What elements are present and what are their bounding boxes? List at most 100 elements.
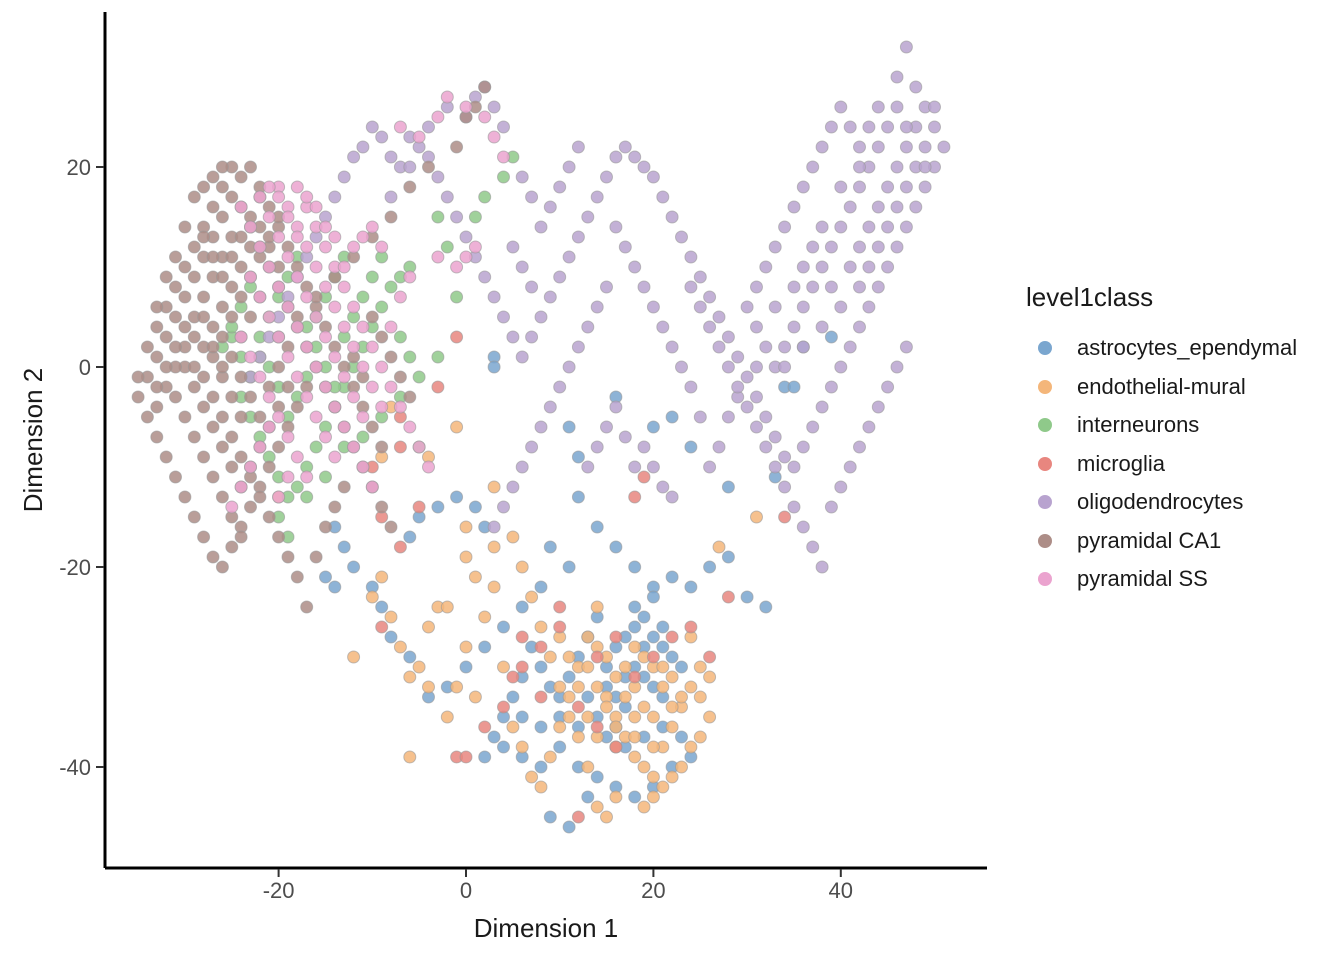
point-oligodendrocytes xyxy=(478,270,492,284)
point-pyramidal-ca1 xyxy=(197,290,211,304)
point-oligodendrocytes xyxy=(909,80,923,94)
point-pyramidal-ss xyxy=(337,370,351,384)
point-endothelial-mural xyxy=(450,420,464,434)
point-astrocytes-ependymal xyxy=(553,740,567,754)
point-endothelial-mural xyxy=(403,750,417,764)
point-interneurons xyxy=(440,240,454,254)
point-pyramidal-ca1 xyxy=(253,490,267,504)
point-oligodendrocytes xyxy=(450,210,464,224)
point-endothelial-mural xyxy=(487,580,501,594)
point-pyramidal-ss xyxy=(300,240,314,254)
point-pyramidal-ss xyxy=(244,220,257,234)
point-pyramidal-ca1 xyxy=(206,200,220,214)
point-pyramidal-ca1 xyxy=(159,270,173,284)
point-pyramidal-ca1 xyxy=(187,330,201,344)
point-pyramidal-ca1 xyxy=(384,210,398,224)
point-oligodendrocytes xyxy=(759,340,773,354)
point-pyramidal-ca1 xyxy=(393,370,407,384)
point-endothelial-mural xyxy=(487,540,501,554)
point-oligodendrocytes xyxy=(703,290,717,304)
point-pyramidal-ca1 xyxy=(272,360,286,374)
point-pyramidal-ss xyxy=(309,260,323,274)
point-oligodendrocytes xyxy=(890,100,904,114)
point-pyramidal-ss xyxy=(403,420,417,434)
point-microglia xyxy=(628,490,642,504)
point-oligodendrocytes xyxy=(534,310,548,324)
point-oligodendrocytes xyxy=(750,280,763,294)
point-oligodendrocytes xyxy=(590,440,604,454)
point-astrocytes-ependymal xyxy=(656,640,670,654)
point-endothelial-mural xyxy=(637,700,651,714)
point-oligodendrocytes xyxy=(853,140,866,154)
legend-item: microglia xyxy=(1026,445,1336,484)
point-oligodendrocytes xyxy=(899,120,913,134)
point-oligodendrocytes xyxy=(824,240,838,254)
point-astrocytes-ependymal xyxy=(543,540,557,554)
point-astrocytes-ependymal xyxy=(590,770,604,784)
point-oligodendrocytes xyxy=(553,270,567,284)
legend-label: endothelial-mural xyxy=(1077,373,1246,399)
point-astrocytes-ependymal xyxy=(721,480,735,494)
point-pyramidal-ca1 xyxy=(159,450,173,464)
point-oligodendrocytes xyxy=(506,240,520,254)
point-pyramidal-ca1 xyxy=(234,410,248,424)
point-pyramidal-ca1 xyxy=(365,310,379,324)
ticks-layer: -20 0 20 40 -40 -20 0 20 xyxy=(59,155,853,903)
point-endothelial-mural xyxy=(684,740,698,754)
point-oligodendrocytes xyxy=(750,420,763,434)
point-oligodendrocytes xyxy=(562,360,576,374)
point-pyramidal-ss xyxy=(253,240,267,254)
point-pyramidal-ca1 xyxy=(206,170,220,184)
point-astrocytes-ependymal xyxy=(534,760,548,774)
point-oligodendrocytes xyxy=(796,440,810,454)
point-oligodendrocytes xyxy=(422,120,435,134)
points-layer xyxy=(131,40,951,834)
point-endothelial-mural xyxy=(497,660,510,674)
point-oligodendrocytes xyxy=(853,280,866,294)
point-pyramidal-ca1 xyxy=(150,380,164,394)
point-oligodendrocytes xyxy=(515,460,529,474)
point-pyramidal-ss xyxy=(262,310,276,324)
point-astrocytes-ependymal xyxy=(684,580,698,594)
point-endothelial-mural xyxy=(422,680,435,694)
point-interneurons xyxy=(468,210,482,224)
point-oligodendrocytes xyxy=(787,460,801,474)
point-endothelial-mural xyxy=(637,800,651,814)
point-interneurons xyxy=(356,290,370,304)
point-pyramidal-ca1 xyxy=(225,540,239,554)
point-oligodendrocytes xyxy=(656,480,670,494)
point-oligodendrocytes xyxy=(497,310,510,324)
point-pyramidal-ss xyxy=(393,290,407,304)
point-microglia xyxy=(534,690,548,704)
point-microglia xyxy=(571,810,585,824)
point-pyramidal-ca1 xyxy=(187,190,201,204)
point-oligodendrocytes xyxy=(824,280,838,294)
point-oligodendrocytes xyxy=(581,210,595,224)
point-pyramidal-ss xyxy=(375,240,389,254)
point-pyramidal-ss xyxy=(375,360,389,374)
point-oligodendrocytes xyxy=(665,490,679,504)
point-pyramidal-ss xyxy=(319,240,332,254)
point-endothelial-mural xyxy=(525,770,539,784)
point-endothelial-mural xyxy=(515,740,529,754)
point-oligodendrocytes xyxy=(693,410,707,424)
point-oligodendrocytes xyxy=(675,360,688,374)
point-pyramidal-ss xyxy=(356,360,370,374)
point-pyramidal-ca1 xyxy=(159,360,173,374)
point-interneurons xyxy=(300,490,314,504)
point-endothelial-mural xyxy=(590,600,604,614)
point-oligodendrocytes xyxy=(487,100,501,114)
point-oligodendrocytes xyxy=(571,140,585,154)
point-pyramidal-ca1 xyxy=(225,190,239,204)
point-pyramidal-ss xyxy=(468,240,482,254)
point-pyramidal-ca1 xyxy=(422,160,435,174)
point-astrocytes-ependymal xyxy=(468,500,482,514)
point-oligodendrocytes xyxy=(853,160,866,174)
point-endothelial-mural xyxy=(703,670,717,684)
legend-key xyxy=(1038,418,1052,433)
point-endothelial-mural xyxy=(581,660,595,674)
point-endothelial-mural xyxy=(581,710,595,724)
point-astrocytes-ependymal xyxy=(562,820,576,834)
point-pyramidal-ca1 xyxy=(178,260,192,274)
point-astrocytes-ependymal xyxy=(656,620,670,634)
